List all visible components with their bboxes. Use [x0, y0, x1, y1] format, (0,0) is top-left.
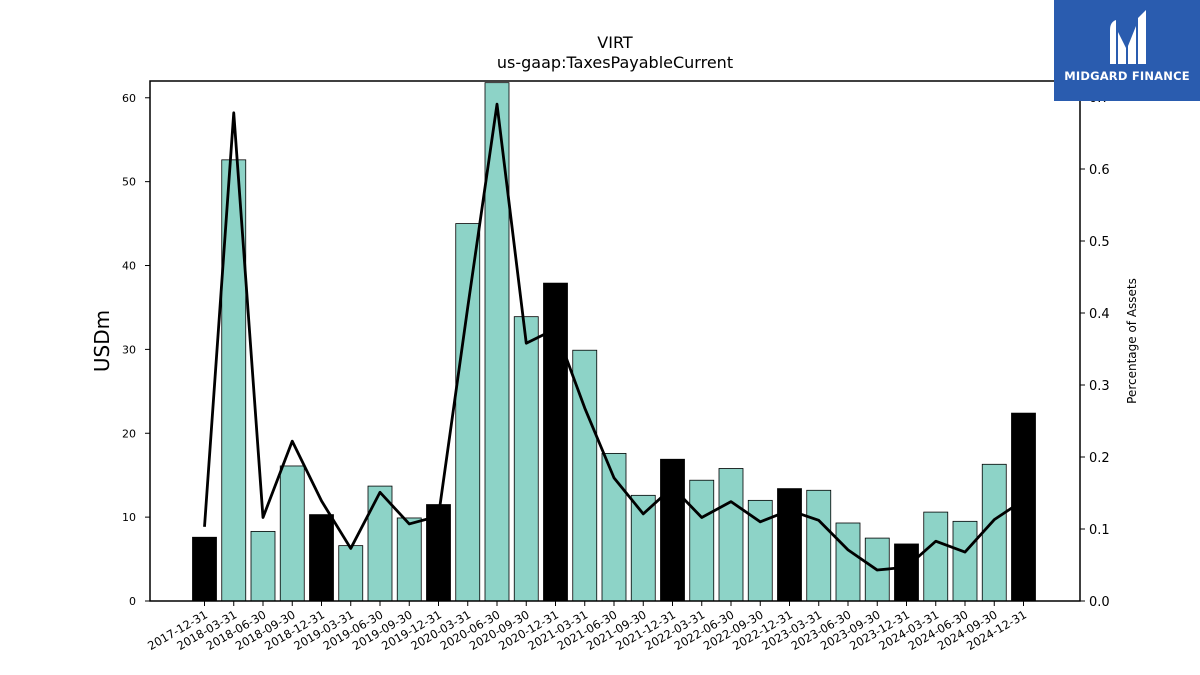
x-axis: 2017-12-312018-03-312018-06-302018-09-30…	[145, 601, 1029, 653]
bar-2019-09-30	[396, 517, 422, 602]
bar-2020-09-30	[513, 316, 539, 602]
line-layer	[203, 102, 1025, 572]
bar-2024-06-30	[952, 520, 978, 602]
y-axis-label: USDm	[90, 310, 114, 372]
y-tick-label: 10	[122, 511, 136, 524]
left-axis: 0 10 20 30 40 50 60	[122, 92, 150, 608]
bar-2021-12-31	[660, 458, 685, 602]
right-axis: 0.00.10.20.30.40.50.60.7	[1080, 91, 1110, 610]
y-tick-label: 60	[122, 92, 136, 105]
y-tick-label: 0	[129, 595, 136, 608]
bar-2022-06-30	[718, 468, 744, 602]
bar-2018-12-31	[309, 514, 334, 602]
logo: MIDGARD FINANCE	[1054, 0, 1200, 101]
bar-2022-03-31	[689, 479, 715, 602]
y2-tick-label: 0.1	[1089, 523, 1110, 538]
bar-2017-12-31	[192, 536, 217, 602]
plot-frame	[149, 80, 1081, 602]
chart-subtitle: us-gaap:TaxesPayableCurrent	[497, 53, 733, 72]
bar-2018-06-30	[250, 530, 276, 602]
y2-tick-label: 0.4	[1089, 307, 1110, 322]
y-tick-label: 40	[122, 260, 136, 273]
bar-2019-03-31	[338, 545, 364, 602]
bar-2022-12-31	[777, 488, 802, 602]
bar-2024-09-30	[981, 463, 1007, 602]
percentage-line	[203, 102, 1025, 572]
y2-tick-label: 0.5	[1089, 235, 1110, 250]
y2-axis-label: Percentage of Assets	[1125, 278, 1139, 404]
bar-2023-03-31	[806, 489, 832, 602]
logo-text: MIDGARD FINANCE	[1064, 69, 1190, 83]
y-tick-label: 50	[122, 176, 136, 189]
logo-mark-icon	[1110, 10, 1146, 64]
y2-tick-label: 0.0	[1089, 595, 1110, 610]
y2-tick-label: 0.2	[1089, 451, 1110, 466]
y-tick-label: 20	[122, 427, 136, 440]
y-tick-label: 30	[122, 343, 136, 356]
bar-2021-09-30	[630, 494, 656, 602]
chart-title: VIRT	[597, 33, 633, 52]
y2-tick-label: 0.6	[1089, 163, 1110, 178]
bar-2023-12-31	[894, 543, 919, 602]
bar-2019-12-31	[426, 504, 451, 602]
y2-tick-label: 0.3	[1089, 379, 1110, 394]
bar-2023-06-30	[835, 522, 861, 602]
bar-2018-09-30	[279, 465, 305, 602]
bars-layer	[192, 82, 1036, 602]
bar-2021-03-31	[572, 349, 598, 602]
bar-2020-03-31	[455, 223, 481, 602]
bar-2024-03-31	[923, 511, 949, 602]
